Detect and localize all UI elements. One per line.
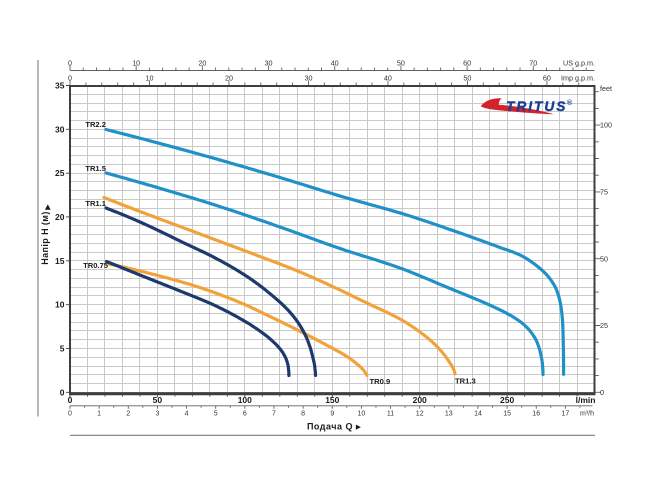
svg-text:0: 0 [68, 73, 72, 82]
svg-text:50: 50 [600, 254, 608, 263]
svg-text:TR2.2: TR2.2 [85, 120, 106, 129]
svg-text:30: 30 [305, 73, 313, 82]
svg-text:8: 8 [301, 410, 305, 417]
svg-text:250: 250 [500, 395, 514, 405]
svg-text:TR0.75: TR0.75 [83, 261, 109, 270]
svg-text:10: 10 [132, 58, 140, 67]
svg-text:m³/h: m³/h [580, 410, 594, 417]
svg-text:7: 7 [272, 410, 276, 417]
svg-text:15: 15 [55, 256, 65, 266]
svg-text:Подача Q ▸: Подача Q ▸ [307, 422, 361, 432]
svg-text:TR1.3: TR1.3 [455, 376, 476, 385]
svg-text:2: 2 [126, 410, 130, 417]
svg-text:10: 10 [55, 300, 65, 310]
svg-text:100: 100 [238, 395, 252, 405]
svg-text:TRITUS: TRITUS [506, 99, 567, 114]
svg-text:40: 40 [331, 58, 339, 67]
svg-text:100: 100 [600, 121, 612, 130]
svg-text:6: 6 [243, 410, 247, 417]
svg-text:TR1.1: TR1.1 [85, 199, 106, 208]
svg-text:5: 5 [60, 344, 65, 354]
svg-text:0: 0 [60, 387, 65, 397]
svg-text:5: 5 [214, 410, 218, 417]
svg-text:10: 10 [146, 73, 154, 82]
svg-text:12: 12 [416, 410, 424, 417]
svg-text:16: 16 [532, 410, 540, 417]
svg-text:13: 13 [445, 410, 453, 417]
svg-text:TR1.5: TR1.5 [85, 164, 106, 173]
svg-text:10: 10 [358, 410, 366, 417]
svg-text:150: 150 [325, 395, 339, 405]
svg-text:0: 0 [600, 388, 604, 397]
svg-text:25: 25 [55, 168, 65, 178]
svg-text:25: 25 [600, 321, 608, 330]
svg-text:50: 50 [463, 73, 471, 82]
svg-text:Imp g.p.m.: Imp g.p.m. [561, 73, 595, 82]
svg-text:0: 0 [68, 58, 72, 67]
svg-text:0: 0 [68, 410, 72, 417]
svg-text:70: 70 [529, 58, 537, 67]
svg-text:50: 50 [397, 58, 405, 67]
svg-text:30: 30 [265, 58, 273, 67]
svg-text:11: 11 [387, 410, 394, 417]
svg-text:0: 0 [68, 395, 73, 405]
svg-text:75: 75 [600, 188, 608, 197]
svg-text:50: 50 [153, 395, 163, 405]
svg-text:20: 20 [55, 212, 65, 222]
svg-text:4: 4 [185, 410, 189, 417]
svg-text:®: ® [567, 98, 573, 107]
svg-text:20: 20 [225, 73, 233, 82]
svg-text:3: 3 [155, 410, 159, 417]
svg-text:TR0.9: TR0.9 [370, 377, 391, 386]
svg-text:9: 9 [330, 410, 334, 417]
svg-text:200: 200 [413, 395, 427, 405]
svg-text:Напір H (м): Напір H (м) [40, 211, 50, 265]
svg-text:60: 60 [543, 73, 551, 82]
svg-text:l/min: l/min [576, 395, 596, 405]
svg-text:1: 1 [97, 410, 101, 417]
svg-text:20: 20 [198, 58, 206, 67]
svg-text:feet: feet [600, 84, 612, 93]
svg-text:US g.p.m.: US g.p.m. [563, 58, 595, 67]
svg-text:17: 17 [562, 410, 570, 417]
svg-text:15: 15 [503, 410, 511, 417]
svg-text:40: 40 [384, 73, 392, 82]
svg-text:14: 14 [474, 410, 482, 417]
svg-text:60: 60 [463, 58, 471, 67]
svg-text:30: 30 [55, 124, 65, 134]
svg-text:35: 35 [55, 81, 65, 91]
